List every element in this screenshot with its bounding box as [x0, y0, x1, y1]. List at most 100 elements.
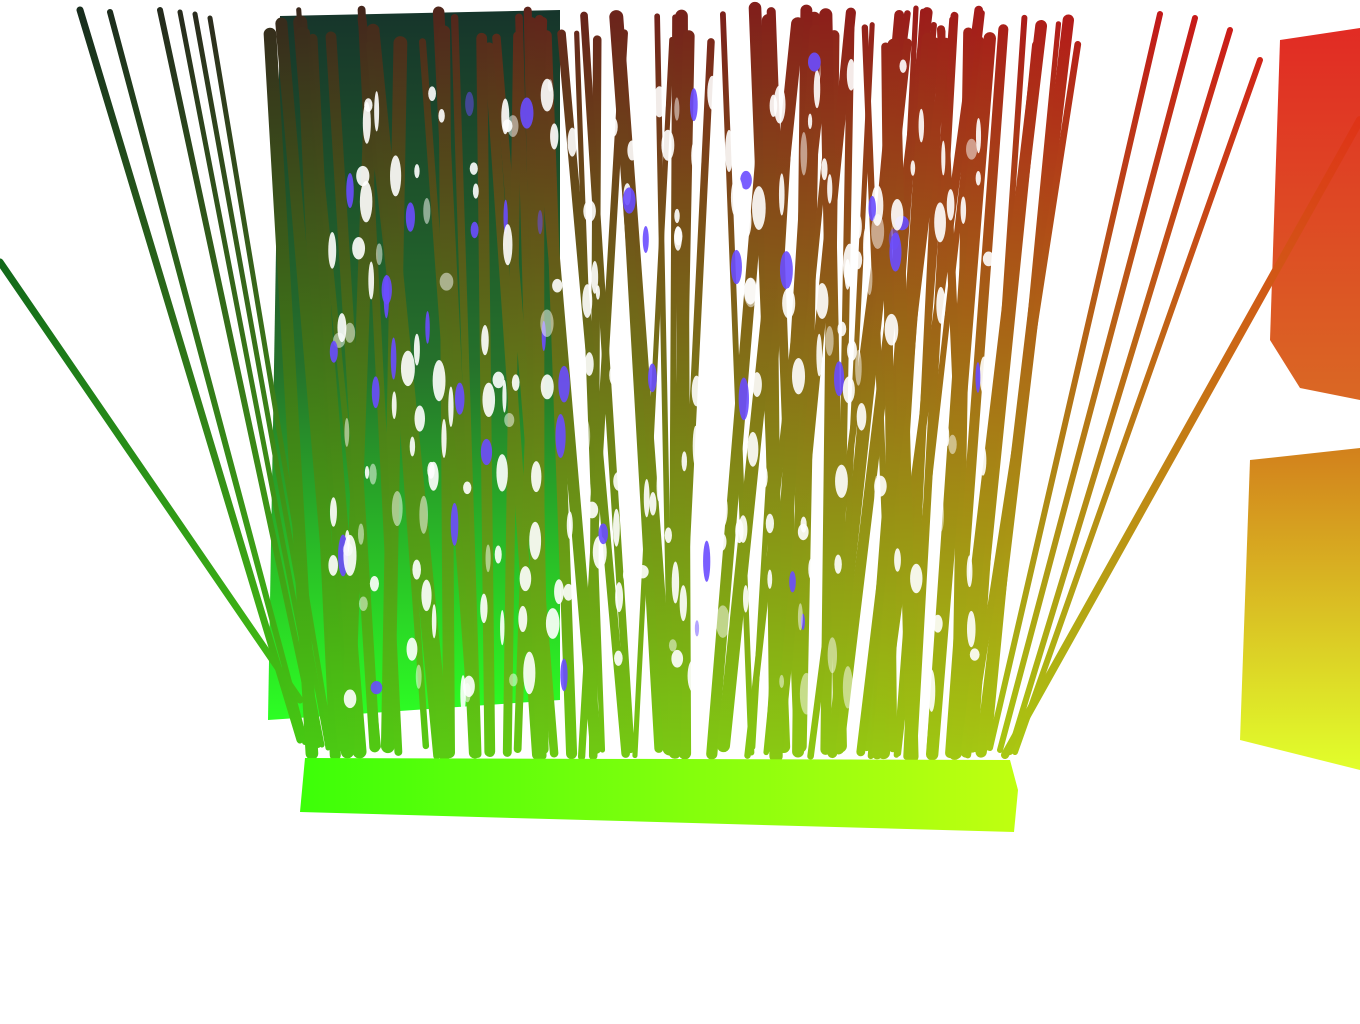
reed: [744, 24, 833, 759]
cloud-gap: [390, 155, 402, 197]
cloud-gap: [674, 97, 680, 121]
cloud-gap: [540, 78, 554, 112]
cloud-gap: [329, 340, 338, 363]
cloud-gap: [419, 495, 429, 534]
cloud-gap: [364, 466, 370, 479]
cloud-gap: [835, 464, 848, 498]
cloud-gap: [689, 88, 698, 122]
cloud-gap: [789, 571, 796, 593]
cloud-gap: [979, 356, 989, 395]
cloud-gap: [391, 391, 397, 420]
cloud-gap: [391, 490, 403, 527]
reed: [157, 7, 321, 748]
cloud-gap: [357, 523, 364, 545]
cloud-gap: [846, 58, 856, 91]
cloud-gap: [414, 405, 425, 432]
cloud-gap: [730, 249, 742, 285]
cloud-gap: [661, 129, 675, 161]
cloud-gap: [438, 109, 445, 123]
cloud-gap: [415, 664, 422, 689]
cloud-gap: [927, 669, 936, 712]
cloud-gap: [369, 575, 379, 592]
reed: [366, 26, 451, 761]
reed: [366, 41, 440, 760]
cloud-gap: [582, 284, 593, 318]
cloud-gap: [694, 620, 700, 637]
cloud-gap: [936, 286, 946, 324]
cloud-gap: [738, 515, 748, 543]
reed: [668, 30, 695, 759]
cloud-gap: [691, 137, 702, 174]
cloud-gap: [982, 251, 995, 267]
reed: [997, 15, 1198, 753]
cloud-gap: [614, 650, 623, 666]
cloud-gap: [825, 325, 834, 356]
reed: [987, 11, 1163, 751]
cloud-gap: [853, 251, 863, 270]
cloud-gap: [807, 113, 813, 130]
cloud-gap: [866, 261, 873, 296]
cloud-gap: [454, 382, 465, 415]
reed: [881, 42, 898, 753]
cloud-gap: [773, 85, 786, 124]
cloud-gap: [782, 288, 796, 319]
cloud-gap: [643, 479, 650, 518]
cloud-gap: [710, 204, 716, 219]
cloud-gap: [692, 425, 699, 467]
cloud-gap: [523, 651, 536, 695]
cloud-gap: [681, 451, 688, 472]
reed: [1007, 27, 1233, 755]
cloud-gap: [899, 59, 907, 73]
cloud-gap: [374, 91, 380, 132]
cloud-gap: [328, 554, 338, 576]
cloud-gap: [342, 542, 353, 556]
cloud-gap: [583, 200, 596, 222]
cloud-gap: [485, 544, 491, 573]
cloud-gap: [807, 52, 821, 72]
cloud-gap: [529, 521, 542, 560]
cloud-gap: [855, 349, 862, 386]
cloud-gap: [567, 127, 577, 157]
cloud-gap: [356, 165, 370, 187]
cloud-gap: [975, 362, 981, 393]
cloud-gap: [854, 213, 862, 240]
cloud-gap: [390, 337, 397, 380]
cloud-gap: [431, 604, 437, 639]
cloud-gap: [368, 261, 375, 300]
cloud-gap: [779, 251, 793, 290]
reed: [580, 11, 635, 754]
cloud-gap: [511, 374, 520, 391]
cloud-gap: [937, 498, 944, 532]
cloud-gap: [647, 363, 657, 393]
cloud-gap: [691, 375, 702, 407]
cloud-gap: [482, 382, 496, 418]
reed: [827, 38, 912, 756]
cloud-gap: [421, 579, 432, 612]
cloud-gap: [741, 203, 752, 238]
cloud-gap: [668, 639, 677, 652]
cloud-gap: [765, 513, 775, 534]
cloud-gap: [910, 160, 916, 176]
cloud-gap: [328, 231, 337, 269]
reed: [418, 38, 477, 749]
cloud-gap: [540, 309, 554, 338]
reed: [1012, 57, 1263, 755]
cloud-gap: [652, 86, 666, 118]
cloud-gap: [674, 226, 682, 251]
cloud-gap: [409, 436, 416, 457]
cloud-gap: [632, 125, 642, 140]
cloud-gap: [413, 333, 420, 366]
cloud-gap: [761, 465, 768, 489]
cloud-gap: [405, 202, 415, 232]
cloud-gap: [504, 412, 515, 428]
cloud-gap: [414, 164, 420, 179]
cloud-gap: [743, 585, 749, 613]
cloud-gap: [837, 321, 847, 337]
cloud-gap: [714, 494, 721, 508]
cloud-gap: [560, 658, 568, 692]
reed: [761, 13, 783, 763]
cloud-gap: [868, 195, 876, 222]
cloud-gap: [463, 675, 475, 698]
cloud-gap: [948, 434, 957, 455]
